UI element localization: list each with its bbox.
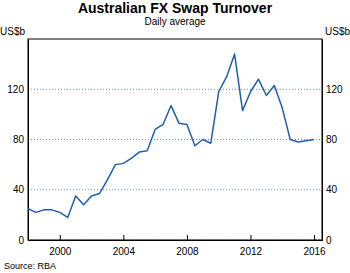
chart: Australian FX Swap TurnoverDaily average… — [0, 0, 350, 273]
y-tick-label-right: 120 — [326, 84, 343, 95]
y-axis-right: 0 40 80 120 — [322, 40, 343, 246]
x-tick-label: 2008 — [176, 246, 199, 257]
y-axis-left: 0 40 80 120 — [7, 40, 28, 246]
y-tick-label-right: 0 — [326, 235, 332, 246]
x-tick-label: 2016 — [303, 246, 326, 257]
tick: 2004 — [113, 235, 136, 257]
grid-line — [28, 189, 322, 190]
x-tick-label: 2000 — [49, 246, 72, 257]
y-unit-left: US$b — [0, 26, 25, 37]
tick: 0 — [322, 235, 332, 246]
grid-line — [28, 89, 322, 90]
tick: 40 — [13, 184, 28, 195]
axis-line — [28, 40, 29, 241]
tick: 120 — [7, 84, 28, 95]
tick: 2012 — [240, 235, 263, 257]
x-axis: 2000 2004 2008 2012 2016 — [29, 235, 327, 257]
tick: 80 — [13, 134, 28, 145]
x-tick-label: 2004 — [113, 246, 136, 257]
tick-mark — [60, 235, 61, 240]
y-tick-label-right: 40 — [326, 184, 338, 195]
tick: 40 — [322, 184, 338, 195]
tick: 2000 — [49, 235, 72, 257]
tick-mark — [314, 235, 315, 240]
tick: 0 — [18, 235, 28, 246]
tick: 120 — [322, 84, 343, 95]
source: Source: RBA — [4, 261, 56, 271]
grid-line — [28, 139, 322, 140]
tick: 80 — [322, 134, 338, 145]
tick-mark — [123, 235, 124, 240]
axis-line — [29, 235, 323, 241]
y-tick-label: 0 — [18, 235, 24, 246]
tick-mark — [250, 235, 251, 240]
tick-mark — [187, 235, 188, 240]
axis-line — [322, 40, 323, 241]
y-tick-label: 120 — [7, 84, 24, 95]
y-unit-right: US$b — [325, 26, 350, 37]
title: Australian FX Swap Turnover — [78, 0, 273, 16]
grid — [28, 89, 322, 240]
y-tick-label: 80 — [13, 134, 25, 145]
y-tick-label: 40 — [13, 184, 25, 195]
plot-frame — [28, 39, 322, 240]
x-tick-label: 2012 — [240, 246, 263, 257]
plot-area — [28, 54, 314, 217]
y-tick-label-right: 80 — [326, 134, 338, 145]
subtitle: Daily average — [144, 16, 206, 27]
series-line — [28, 54, 314, 217]
tick: 2008 — [176, 235, 199, 257]
